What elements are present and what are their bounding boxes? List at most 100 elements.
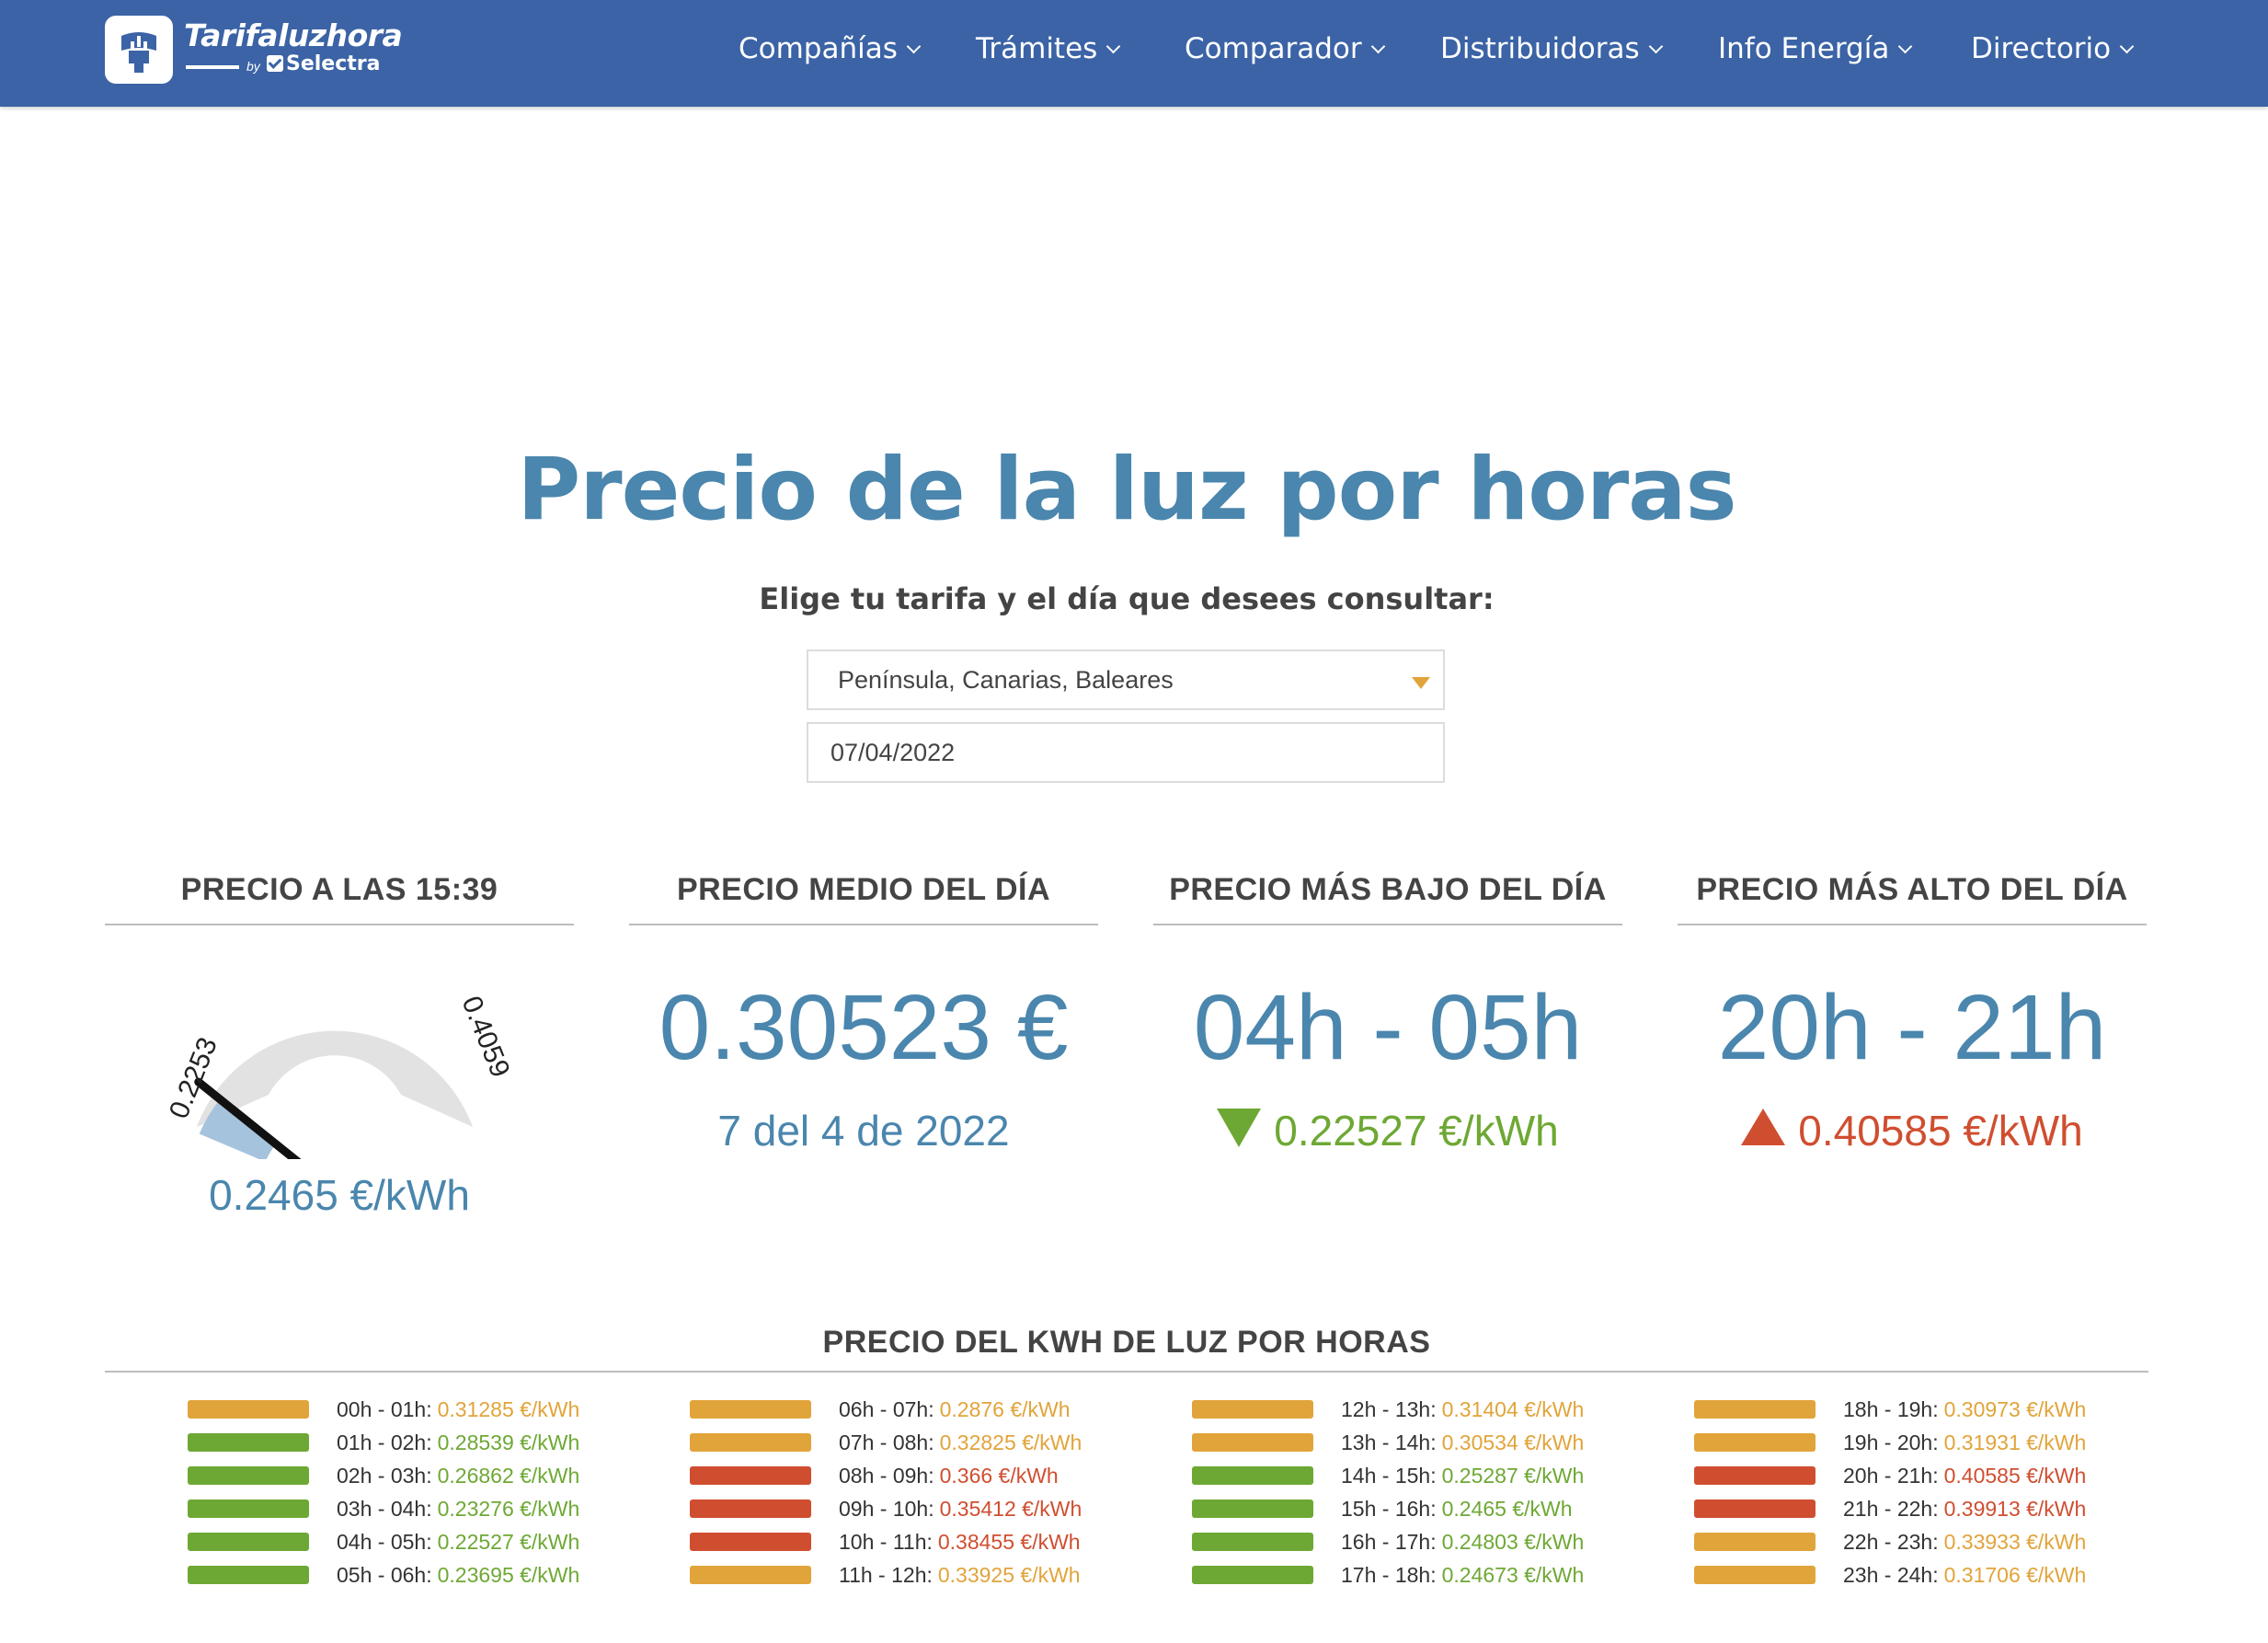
average-price-date: 7 del 4 de 2022 (717, 1107, 1010, 1155)
chevron-down-icon (1106, 39, 1121, 53)
lowest-price-hours: 04h - 05h (1193, 976, 1583, 1079)
hour-price-unit: €/kWh (2026, 1562, 2087, 1587)
hour-price-value: 0.24673 €/kWh (1442, 1563, 1585, 1588)
hour-price-value: 0.366 €/kWh (940, 1464, 1059, 1488)
price-level-bar (690, 1499, 811, 1518)
hourly-prices-heading: PRECIO DEL KWH DE LUZ POR HORAS (105, 1325, 2148, 1373)
hour-price-number: 0.2465 (1441, 1496, 1506, 1521)
hour-range-label: 00h - 01h: (337, 1396, 432, 1421)
hour-price-unit: €/kWh (520, 1496, 580, 1521)
price-gauge: 0.2253 0.4059 (164, 992, 516, 1159)
hour-price-number: 0.40585 (1943, 1463, 2021, 1488)
price-level-bar (1694, 1433, 1816, 1452)
nav-item-distribuidoras[interactable]: Distribuidoras (1440, 30, 1663, 67)
hour-price-value: 0.24803 €/kWh (1442, 1530, 1585, 1555)
hour-price-value: 0.23276 €/kWh (438, 1497, 580, 1522)
price-level-bar (690, 1533, 811, 1551)
site-logo[interactable]: Tarifaluzhora by Selectra (105, 16, 403, 84)
hourly-price-row: 02h - 03h: 0.26862 €/kWh (188, 1462, 579, 1489)
nav-label: Compañías (739, 32, 898, 65)
gauge-track (197, 1030, 473, 1127)
hour-range-label: 21h - 22h: (1843, 1496, 1939, 1521)
hour-price-unit: €/kWh (520, 1562, 580, 1587)
check-icon (267, 55, 283, 72)
lowest-price-heading: PRECIO MÁS BAJO DEL DÍA (1153, 872, 1622, 925)
hour-range-label: 06h - 07h: (839, 1396, 934, 1421)
price-level-bar (1192, 1566, 1313, 1584)
price-level-bar (1694, 1499, 1816, 1518)
lowest-price-row: 0.22527 €/kWh (1153, 1106, 1622, 1155)
date-input[interactable]: 07/04/2022 (807, 722, 1445, 783)
highest-price-hours: 20h - 21h (1717, 976, 2107, 1079)
chevron-down-icon (1648, 39, 1663, 53)
hour-price-value: 0.39913 €/kWh (1944, 1497, 2087, 1522)
nav-item-info-energia[interactable]: Info Energía (1718, 30, 1913, 67)
price-level-bar (188, 1400, 309, 1419)
nav-item-comparador[interactable]: Comparador (1185, 30, 1385, 67)
hour-price-number: 0.24803 (1441, 1529, 1518, 1554)
chevron-down-icon (1370, 39, 1385, 53)
current-price-value: 0.2465 €/kWh (209, 1171, 470, 1219)
price-level-bar (1694, 1400, 1816, 1419)
tariff-select[interactable]: Península, Canarias, Baleares (807, 649, 1445, 710)
hour-range-label: 16h - 17h: (1341, 1529, 1437, 1554)
price-level-bar (1192, 1433, 1313, 1452)
hour-price-value: 0.40585 €/kWh (1944, 1464, 2087, 1488)
hour-price-value: 0.33933 €/kWh (1944, 1530, 2087, 1555)
hour-price-value: 0.2876 €/kWh (940, 1397, 1071, 1422)
hour-price-number: 0.26862 (437, 1463, 514, 1488)
gauge-fill (199, 1098, 277, 1159)
hourly-price-row: 01h - 02h: 0.28539 €/kWh (188, 1429, 579, 1456)
page-title: Precio de la luz por horas (517, 440, 1736, 540)
hour-price-value: 0.2465 €/kWh (1442, 1497, 1573, 1522)
nav-item-tramites[interactable]: Trámites (976, 30, 1121, 67)
price-level-bar (1192, 1400, 1313, 1419)
gauge-max-label: 0.4059 (456, 992, 516, 1081)
nav-item-companias[interactable]: Compañías (739, 30, 922, 67)
price-level-bar (188, 1466, 309, 1485)
hour-price-unit: €/kWh (520, 1396, 580, 1421)
hour-price-unit: €/kWh (2026, 1529, 2087, 1554)
hourly-price-row: 23h - 24h: 0.31706 €/kWh (1694, 1561, 2086, 1589)
hour-price-unit: €/kWh (2026, 1496, 2087, 1521)
hour-price-number: 0.24673 (1441, 1562, 1518, 1587)
hourly-price-row: 13h - 14h: 0.30534 €/kWh (1192, 1429, 1584, 1456)
price-level-bar (188, 1433, 309, 1452)
hour-price-value: 0.32825 €/kWh (940, 1430, 1082, 1455)
hourly-price-row: 00h - 01h: 0.31285 €/kWh (188, 1396, 579, 1423)
hour-price-unit: €/kWh (1020, 1529, 1081, 1554)
hour-price-number: 0.33925 (937, 1562, 1015, 1587)
nav-label: Distribuidoras (1440, 32, 1640, 65)
nav-item-directorio[interactable]: Directorio (1971, 30, 2135, 67)
hour-price-number: 0.33933 (1943, 1529, 2021, 1554)
hour-price-unit: €/kWh (1524, 1463, 1585, 1488)
price-level-bar (1192, 1466, 1313, 1485)
page-subtitle: Elige tu tarifa y el día que desees cons… (759, 581, 1495, 616)
logo-underline (186, 65, 239, 69)
highest-price-heading: PRECIO MÁS ALTO DEL DÍA (1678, 872, 2147, 925)
nav-label: Comparador (1185, 32, 1362, 65)
caret-down-icon (1412, 677, 1430, 689)
average-price-value: 0.30523 € (659, 976, 1069, 1079)
hour-price-unit: €/kWh (520, 1430, 580, 1454)
hour-price-unit: €/kWh (1524, 1562, 1585, 1587)
hour-price-value: 0.38455 €/kWh (938, 1530, 1081, 1555)
hour-price-number: 0.31285 (437, 1396, 514, 1421)
price-level-bar (188, 1533, 309, 1551)
hour-price-unit: €/kWh (1524, 1396, 1585, 1421)
hourly-price-row: 22h - 23h: 0.33933 €/kWh (1694, 1528, 2086, 1556)
hour-range-label: 22h - 23h: (1843, 1529, 1939, 1554)
hour-price-unit: €/kWh (520, 1463, 580, 1488)
hour-price-number: 0.31931 (1943, 1430, 2021, 1454)
hourly-price-row: 19h - 20h: 0.31931 €/kWh (1694, 1429, 2086, 1456)
hour-price-value: 0.33925 €/kWh (938, 1563, 1081, 1588)
hourly-price-row: 04h - 05h: 0.22527 €/kWh (188, 1528, 579, 1556)
hour-price-number: 0.366 (939, 1463, 993, 1488)
hour-price-number: 0.38455 (937, 1529, 1015, 1554)
hour-range-label: 14h - 15h: (1341, 1463, 1437, 1488)
hour-price-value: 0.31404 €/kWh (1442, 1397, 1585, 1422)
hourly-price-row: 07h - 08h: 0.32825 €/kWh (690, 1429, 1082, 1456)
hour-price-unit: €/kWh (1010, 1396, 1071, 1421)
logo-by: by (246, 59, 260, 74)
hour-price-number: 0.30973 (1943, 1396, 2021, 1421)
